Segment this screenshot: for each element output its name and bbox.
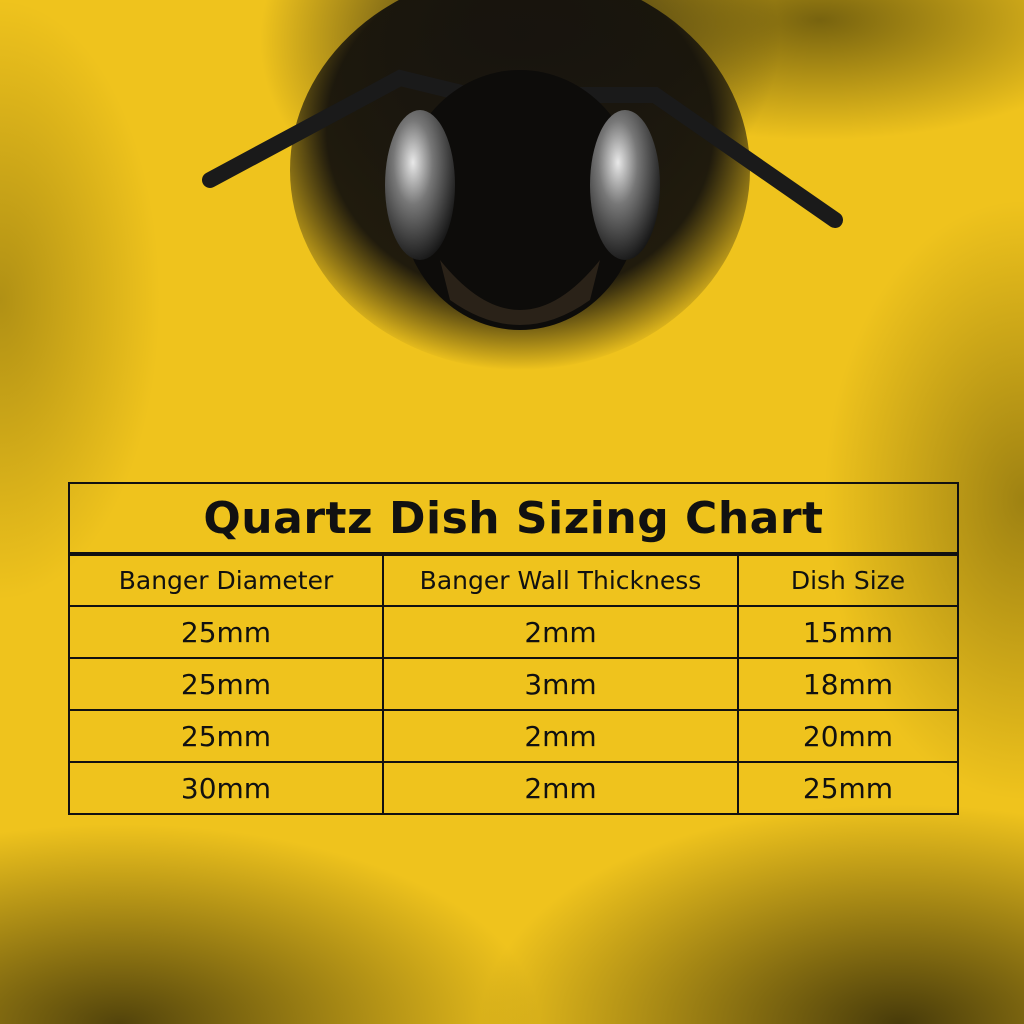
table-cell: 25mm	[68, 657, 384, 711]
table-row: 30mm 2mm 25mm	[68, 761, 959, 815]
table-cell: 25mm	[737, 761, 959, 815]
table-cell: 25mm	[68, 709, 384, 763]
table-title: Quartz Dish Sizing Chart	[68, 482, 959, 556]
header-row: Banger Diameter Banger Wall Thickness Di…	[68, 553, 959, 607]
sizing-chart-table: Quartz Dish Sizing Chart Banger Diameter…	[68, 482, 959, 815]
table-cell: 25mm	[68, 605, 384, 659]
table-row: 25mm 3mm 18mm	[68, 657, 959, 711]
table-cell: 2mm	[382, 605, 739, 659]
column-header: Dish Size	[737, 553, 959, 607]
table-cell: 30mm	[68, 761, 384, 815]
table-row: 25mm 2mm 15mm	[68, 605, 959, 659]
table-cell: 20mm	[737, 709, 959, 763]
column-header: Banger Diameter	[68, 553, 384, 607]
table-cell: 2mm	[382, 709, 739, 763]
table-row: 25mm 2mm 20mm	[68, 709, 959, 763]
table-cell: 18mm	[737, 657, 959, 711]
table-cell: 2mm	[382, 761, 739, 815]
table-cell: 15mm	[737, 605, 959, 659]
table-cell: 3mm	[382, 657, 739, 711]
column-header: Banger Wall Thickness	[382, 553, 739, 607]
bee-image	[202, 0, 843, 370]
